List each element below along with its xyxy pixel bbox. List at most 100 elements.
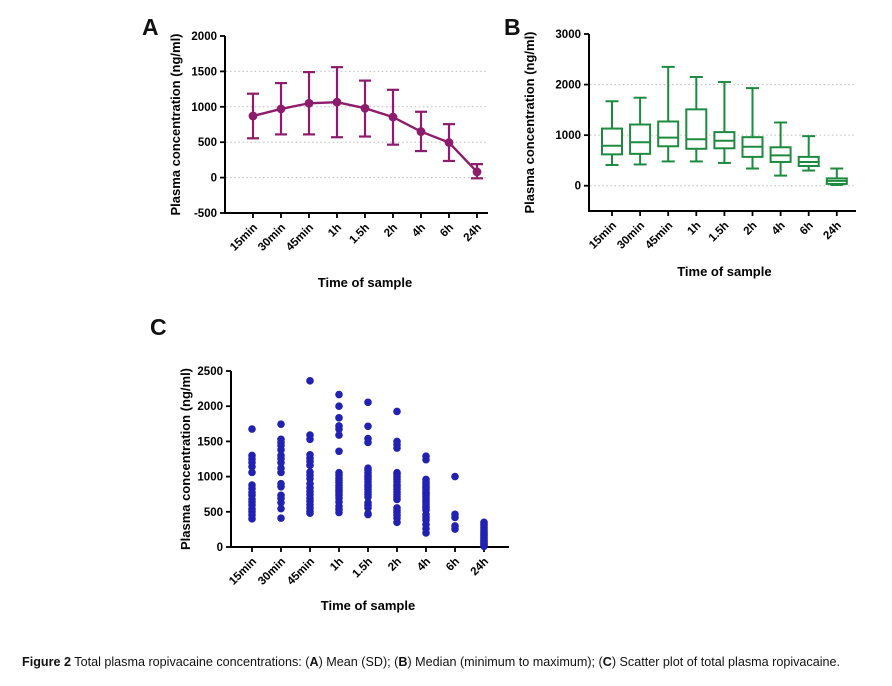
- scatter-point: [451, 472, 459, 481]
- figure-caption: Figure 2 Total plasma ropivacaine concen…: [22, 655, 882, 669]
- x-tick-label: 1.5h: [350, 556, 375, 581]
- x-tick-label: 4h: [770, 220, 788, 238]
- scatter-point: [277, 458, 285, 467]
- y-tick-label: 2500: [197, 366, 223, 378]
- y-tick-label: 1000: [191, 102, 217, 114]
- caption-text: ) Scatter plot of total plasma ropivacai…: [611, 655, 841, 669]
- scatter-point: [422, 455, 430, 464]
- scatter-point: [364, 510, 372, 519]
- scatter-point: [335, 425, 343, 433]
- data-series: [601, 65, 848, 186]
- data-series: [248, 377, 488, 551]
- x-tick-label: 1h: [685, 220, 703, 238]
- chart-median-boxplot: 0 1000 2000 3000 15min 30min 45min 1h 1.5h 2h 4h 6h…: [496, 8, 892, 313]
- scatter-point: [393, 495, 401, 504]
- y-tick-label: 2000: [555, 80, 581, 92]
- mean-marker: [444, 138, 454, 147]
- x-axis-title: Time of sample: [318, 275, 412, 290]
- y-axis-title: Plasma concentration (ng/ml): [522, 31, 537, 213]
- box: [629, 123, 652, 155]
- x-tick-label: 1h: [328, 556, 346, 574]
- caption-ref-b: B: [398, 655, 408, 669]
- y-axis-title: Plasma concentration (ng/ml): [178, 368, 193, 550]
- scatter-point: [248, 515, 256, 523]
- mean-marker: [416, 127, 426, 136]
- scatter-point: [277, 514, 285, 522]
- chart-scatter-plot: 0 500 1000 1500 2000 2500 15min 30min 45min 1h 1.5…: [138, 306, 550, 645]
- scatter-point: [277, 498, 285, 507]
- y-tick-label: 3000: [555, 29, 581, 41]
- mean-marker: [360, 103, 370, 113]
- scatter-point: [335, 414, 343, 422]
- mean-marker: [332, 97, 342, 107]
- scatter-point: [393, 518, 401, 527]
- x-tick-label: 4h: [410, 222, 428, 240]
- x-tick-label: 45min: [285, 556, 317, 588]
- scatter-point: [393, 407, 401, 416]
- box: [657, 120, 680, 148]
- x-tick-label: 15min: [587, 220, 619, 252]
- y-tick-label: 0: [217, 542, 223, 554]
- y-tick-label: 2000: [191, 31, 217, 43]
- x-tick-label: 1h: [326, 222, 344, 240]
- caption-text: ) Mean (SD); (: [318, 655, 399, 669]
- x-tick-label: 6h: [438, 222, 456, 240]
- panel-label-c: C: [150, 314, 168, 340]
- panel-label-b: B: [504, 14, 522, 40]
- scatter-point: [306, 509, 314, 518]
- mean-marker: [304, 98, 314, 108]
- scatter-point: [248, 468, 256, 477]
- scatter-point: [277, 468, 285, 477]
- scatter-point: [306, 377, 314, 385]
- scatter-point: [335, 431, 343, 439]
- caption-text: Total plasma ropivacaine concentrations:…: [71, 655, 310, 669]
- x-tick-label: 24h: [462, 222, 485, 245]
- y-tick-label: 500: [204, 507, 223, 519]
- gridlines: [590, 84, 856, 187]
- scatter-point: [306, 461, 314, 470]
- scatter-point: [335, 390, 343, 399]
- scatter-point: [451, 525, 459, 533]
- y-tick-label: 0: [211, 173, 217, 185]
- scatter-point: [335, 508, 343, 517]
- x-tick-label: 15min: [228, 222, 260, 254]
- scatter-point: [364, 398, 372, 407]
- box: [601, 127, 623, 156]
- scatter-point: [277, 446, 285, 454]
- scatter-point: [335, 447, 343, 456]
- x-tick-label: 1.5h: [347, 222, 372, 247]
- y-tick-label: 500: [198, 137, 217, 149]
- scatter-point: [364, 422, 372, 431]
- x-tick-label: 45min: [643, 220, 675, 252]
- x-tick-label: 2h: [386, 556, 404, 574]
- x-tick-label: 30min: [256, 556, 288, 588]
- x-tick-label: 24h: [821, 220, 844, 243]
- y-axis-title: Plasma concentration (ng/ml): [168, 33, 183, 215]
- scatter-point: [248, 425, 256, 433]
- scatter-point: [364, 438, 372, 447]
- mean-marker: [248, 111, 258, 121]
- caption-ref-a: A: [309, 655, 319, 669]
- scatter-point: [364, 504, 372, 512]
- scatter-point: [422, 529, 430, 537]
- scatter-point: [277, 420, 285, 428]
- x-tick-label: 6h: [444, 556, 462, 574]
- x-axis-title: Time of sample: [321, 598, 415, 613]
- scatter-point: [480, 542, 488, 551]
- y-tick-label: 0: [575, 181, 581, 193]
- scatter-point: [277, 483, 285, 491]
- caption-ref-c: C: [602, 655, 612, 669]
- gridlines: [226, 70, 488, 179]
- mean-marker: [388, 112, 398, 122]
- x-tick-label: 1.5h: [707, 220, 732, 245]
- scatter-point: [248, 462, 256, 471]
- mean-marker: [276, 104, 286, 114]
- box: [685, 108, 708, 150]
- scatter-point: [335, 402, 343, 410]
- x-tick-label: 6h: [798, 220, 816, 238]
- x-tick-label: 45min: [284, 222, 316, 254]
